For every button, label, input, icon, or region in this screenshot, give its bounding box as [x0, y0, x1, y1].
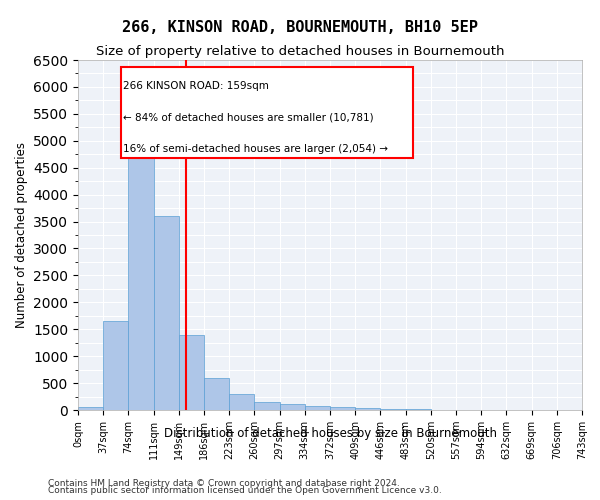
Text: 16% of semi-detached houses are larger (2,054) →: 16% of semi-detached houses are larger (…: [124, 144, 388, 154]
Bar: [204, 378, 229, 410]
Bar: [330, 408, 355, 410]
Text: Distribution of detached houses by size in Bournemouth: Distribution of detached houses by size …: [163, 428, 497, 440]
Bar: [280, 404, 305, 410]
Bar: [103, 321, 128, 410]
FancyBboxPatch shape: [121, 67, 413, 158]
Bar: [380, 409, 406, 410]
Bar: [154, 216, 179, 410]
Bar: [229, 394, 254, 410]
Bar: [128, 136, 154, 410]
Text: Contains HM Land Registry data © Crown copyright and database right 2024.: Contains HM Land Registry data © Crown c…: [48, 478, 400, 488]
Text: ← 84% of detached houses are smaller (10,781): ← 84% of detached houses are smaller (10…: [124, 112, 374, 122]
Text: Size of property relative to detached houses in Bournemouth: Size of property relative to detached ho…: [96, 45, 504, 58]
Bar: [179, 334, 204, 410]
Text: Contains public sector information licensed under the Open Government Licence v3: Contains public sector information licen…: [48, 486, 442, 495]
Y-axis label: Number of detached properties: Number of detached properties: [14, 142, 28, 328]
Text: 266 KINSON ROAD: 159sqm: 266 KINSON ROAD: 159sqm: [124, 81, 269, 91]
Bar: [78, 407, 103, 410]
Bar: [254, 402, 280, 410]
Bar: [355, 408, 380, 410]
Bar: [305, 406, 330, 410]
Text: 266, KINSON ROAD, BOURNEMOUTH, BH10 5EP: 266, KINSON ROAD, BOURNEMOUTH, BH10 5EP: [122, 20, 478, 35]
